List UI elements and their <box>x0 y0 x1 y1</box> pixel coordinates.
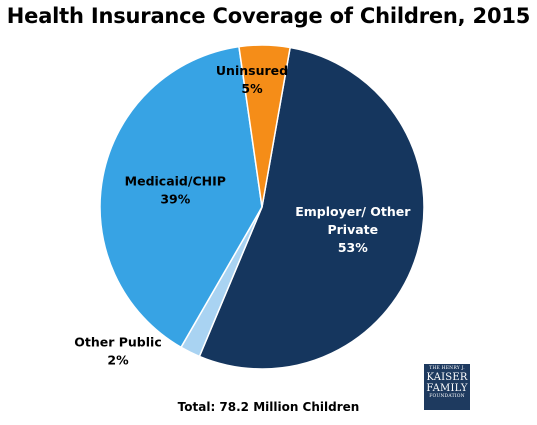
kaiser-family-foundation-logo: THE HENRY J. KAISER FAMILY FOUNDATION <box>424 364 470 410</box>
logo-line-4: FOUNDATION <box>429 394 465 399</box>
slice-value-label: 5% <box>241 81 263 96</box>
slice-value-label: 39% <box>160 192 190 207</box>
slice-category-label: Medicaid/CHIP <box>125 174 226 189</box>
total-footnote: Total: 78.2 Million Children <box>177 400 360 414</box>
pie-slice-uninsured <box>238 44 291 208</box>
pie-slices <box>99 44 425 370</box>
pie-labels: Employer/ Other Private 53% Other Public 2% M… <box>74 63 411 367</box>
chart-title: Health Insurance Coverage of Children, 2… <box>6 4 531 28</box>
slice-category-label: Other Public <box>74 335 161 350</box>
pie-slice-employer-other-private <box>198 46 425 370</box>
logo-line-2: KAISER <box>426 372 468 383</box>
slice-category-label: Employer/ Other <box>295 204 411 219</box>
slice-category-label: Private <box>327 222 378 237</box>
logo-line-1: THE HENRY J. <box>429 366 465 371</box>
pie-slice-medicaid-chip <box>99 45 263 349</box>
slice-value-label: 53% <box>338 240 368 255</box>
slice-value-label: 2% <box>107 353 129 368</box>
slice-category-label: Uninsured <box>216 63 288 78</box>
logo-line-3: FAMILY <box>426 383 468 394</box>
